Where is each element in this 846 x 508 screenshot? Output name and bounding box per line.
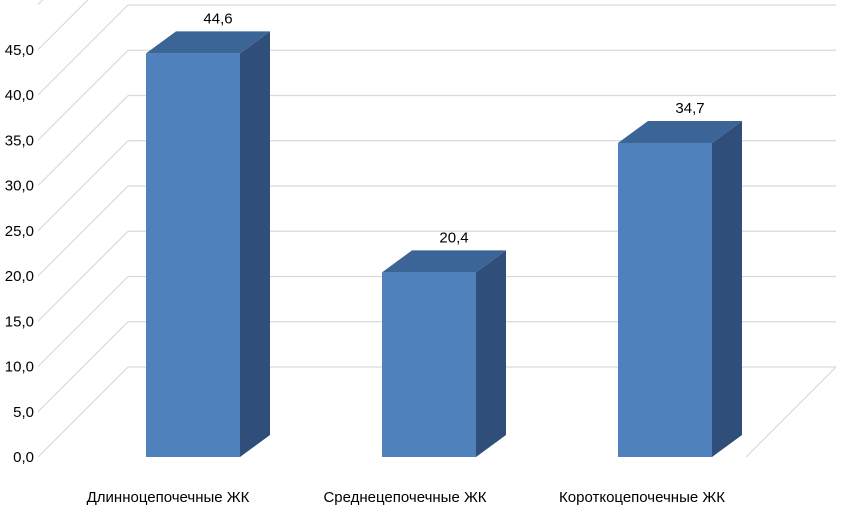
gridline-side [37, 49, 129, 141]
data-label: 20,4 [439, 229, 468, 246]
gridline-side [37, 321, 129, 413]
gridline-side [37, 0, 44, 5]
y-tick-label: 0,0 [13, 449, 34, 466]
bar-front [146, 53, 240, 458]
y-tick-label: 45,0 [5, 42, 34, 59]
y-tick-label: 35,0 [5, 132, 34, 149]
bar-front [382, 272, 476, 457]
data-label: 34,7 [675, 100, 704, 117]
category-label: Длинноцепочечные ЖК [87, 489, 250, 506]
gridline-side [37, 185, 129, 277]
bar-side [712, 120, 742, 457]
y-tick-label: 5,0 [13, 404, 34, 421]
bar-top [618, 120, 742, 143]
bar-front [618, 142, 712, 457]
y-tick-label: 20,0 [5, 268, 34, 285]
data-label: 44,6 [203, 10, 232, 27]
floor-edge [745, 366, 837, 458]
y-tick-label: 30,0 [5, 178, 34, 195]
gridline-side [37, 366, 129, 458]
y-tick-label: 10,0 [5, 359, 34, 376]
category-label: Короткоцепочечные ЖК [559, 489, 725, 506]
bars [146, 31, 742, 458]
y-tick-label: 40,0 [5, 87, 34, 104]
y-axis-tick-labels: 0,0 5,0 10,0 15,0 20,0 25,0 30,0 35,0 40,0 45,0 [5, 42, 34, 466]
gridline-side [37, 276, 129, 367]
bar-top [382, 250, 506, 273]
y-tick-label: 25,0 [5, 223, 34, 240]
bar-side [240, 31, 270, 458]
gridline-side [37, 4, 129, 96]
x-axis-category-labels: Длинноцепочечные ЖК Среднецепочечные ЖК Ко… [87, 489, 726, 506]
bar-top [146, 31, 270, 54]
category-label: Среднецепочечные ЖК [323, 489, 486, 506]
gridline-side [37, 0, 89, 51]
bar-side [476, 250, 506, 457]
gridline-side [37, 140, 129, 232]
gridline-side [37, 95, 129, 186]
gridline-side [37, 230, 129, 322]
data-labels: 44,6 20,4 34,7 [203, 10, 704, 246]
y-tick-label: 15,0 [5, 313, 34, 330]
